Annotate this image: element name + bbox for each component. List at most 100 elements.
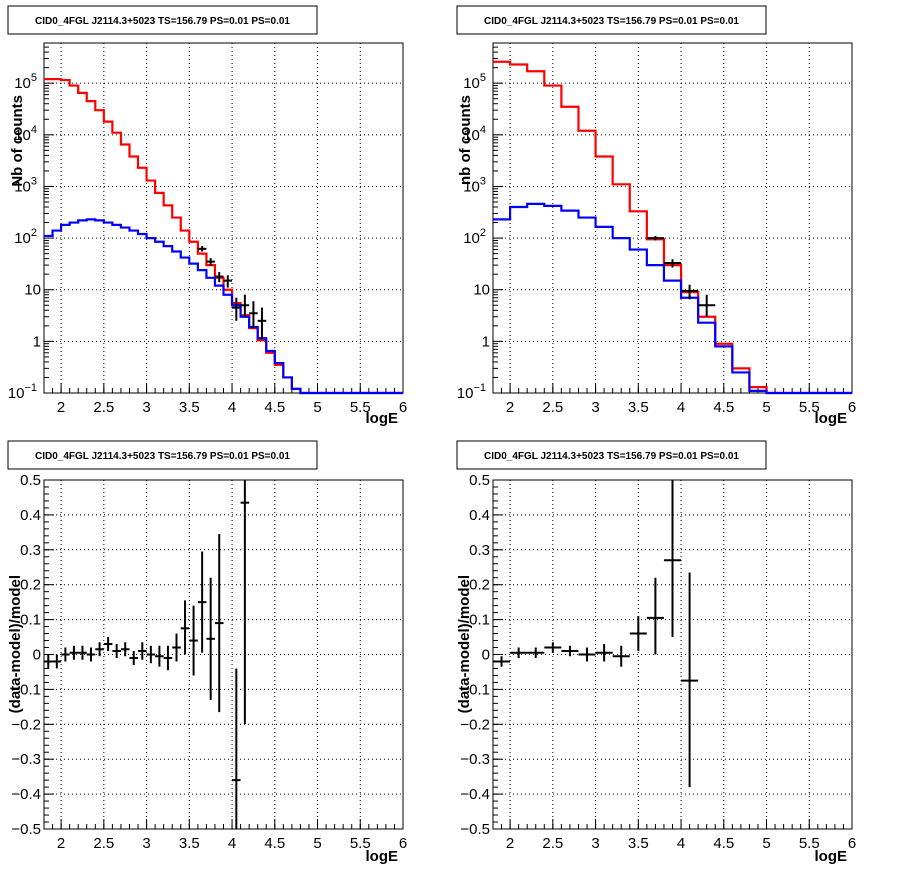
x-tick-label: 5	[313, 399, 321, 416]
y-tick-label-base: 0.1	[469, 612, 490, 629]
data-point-errorbar	[44, 654, 53, 669]
x-tick-label: 2	[57, 399, 65, 416]
data-point-errorbar	[527, 647, 545, 658]
y-tick-label: −0.5	[460, 821, 490, 838]
y-tick-label-base: 10	[8, 385, 25, 402]
y-tick-label-base: −0.5	[460, 821, 490, 838]
y-tick-label: −0.2	[460, 716, 490, 733]
y-tick-label-base: −0.2	[460, 716, 490, 733]
y-tick-label-base: −0.4	[460, 786, 490, 803]
y-tick-label: 104	[463, 124, 486, 144]
x-tick-label: 2.5	[542, 835, 563, 852]
y-tick-label: 0	[33, 647, 41, 664]
y-tick-label: 10	[473, 282, 490, 299]
y-tick-label-base: −0.2	[11, 716, 41, 733]
data-point-errorbar	[663, 480, 682, 638]
y-tick-label-base: 1	[33, 333, 41, 350]
y-tick-label-exponent: 3	[480, 175, 486, 187]
data-point-errorbar	[146, 645, 156, 664]
data-point-errorbar	[112, 644, 121, 658]
x-axis-title: logE	[815, 410, 848, 427]
data-point-errorbar	[189, 605, 198, 676]
x-tick-label: 4.5	[713, 399, 734, 416]
y-tick-label-base: 0.2	[469, 577, 490, 594]
data-point-errorbar	[223, 275, 233, 288]
chart-panel-residuals_coarse: 2 2.5 3 3.5 4 4.5 5 5.5 6 −0.5 −0.4 −0.3 −0.2 −0.1 0 0.…	[456, 440, 856, 865]
y-tick-label-base: 10	[473, 282, 490, 299]
y-tick-label: 0.3	[469, 542, 490, 559]
y-tick-label: 105	[463, 72, 486, 92]
data-point-errorbar	[172, 633, 181, 662]
y-tick-label: −0.1	[460, 681, 490, 698]
y-tick-label: 0.2	[20, 577, 41, 594]
y-tick-label-base: 0.5	[469, 472, 490, 489]
data-point-errorbar	[214, 272, 224, 283]
data-point-errorbar	[95, 642, 104, 657]
x-tick-label: 6	[848, 835, 856, 852]
data-point-errorbar	[240, 480, 250, 725]
y-tick-label: 0.1	[20, 612, 41, 629]
y-tick-label-base: 10	[14, 178, 31, 195]
x-axis-title: logE	[366, 848, 399, 865]
x-tick-label: 6	[399, 399, 407, 416]
data-point-errorbar	[180, 600, 190, 655]
x-axis-title: logE	[366, 410, 399, 427]
x-tick-label: 6	[848, 399, 856, 416]
x-tick-label: 6	[399, 835, 407, 852]
y-tick-label: 102	[14, 227, 37, 247]
plot-frame	[43, 42, 404, 394]
data-point-errorbar	[197, 551, 207, 653]
y-tick-label: −0.4	[460, 786, 490, 803]
chart-title: CID0_4FGL J2114.3+5023 TS=156.79 PS=0.01…	[35, 16, 290, 27]
y-tick-label-exponent: −1	[473, 382, 486, 394]
data-point-errorbar	[561, 645, 579, 657]
y-axis-title: nb of counts	[457, 95, 474, 185]
data-point-errorbar	[595, 644, 613, 662]
data-point-errorbar	[681, 572, 699, 788]
y-tick-label: −0.2	[11, 716, 41, 733]
x-tick-label: 5.5	[799, 835, 820, 852]
data-point-errorbar	[646, 577, 664, 655]
y-tick-label: 103	[463, 175, 486, 195]
x-tick-label: 5	[313, 835, 321, 852]
y-tick-label-base: 0.4	[469, 507, 490, 524]
data-point-errorbar	[249, 301, 258, 329]
series-model-source-step	[493, 202, 852, 395]
data-point-errorbar	[493, 656, 511, 667]
y-tick-label: 0.5	[20, 472, 41, 489]
y-tick-label-base: 0.2	[20, 577, 41, 594]
y-tick-label-base: 0	[482, 647, 490, 664]
x-tick-label: 3	[591, 835, 599, 852]
x-tick-label: 3	[142, 399, 150, 416]
y-tick-label-base: 1	[482, 333, 490, 350]
y-tick-label-base: 10	[463, 127, 480, 144]
data-point-errorbar	[155, 645, 164, 667]
x-tick-label: 3.5	[179, 835, 200, 852]
y-tick-label-exponent: 5	[480, 72, 486, 84]
y-tick-label-base: 0.5	[20, 472, 41, 489]
data-point-errorbar	[232, 668, 241, 829]
x-tick-label: 2	[506, 835, 514, 852]
y-tick-label: 104	[14, 124, 37, 144]
y-tick-label-exponent: 2	[31, 227, 37, 239]
y-tick-label: 1	[33, 333, 41, 350]
x-tick-label: 2.5	[542, 399, 563, 416]
y-tick-label: 0.1	[469, 612, 490, 629]
y-axis-title: (data-model)/model	[7, 575, 24, 713]
x-tick-label: 4	[677, 835, 685, 852]
data-point-errorbar	[197, 246, 207, 252]
data-point-errorbar	[103, 637, 113, 652]
data-point-errorbar	[612, 645, 630, 667]
x-tick-label: 5.5	[350, 835, 371, 852]
data-point-errorbar	[214, 534, 224, 713]
x-tick-label: 3.5	[179, 399, 200, 416]
y-tick-label-base: 0.3	[469, 542, 490, 559]
x-tick-label: 2.5	[93, 399, 114, 416]
data-point-errorbar	[163, 645, 173, 671]
y-tick-label: −0.4	[11, 786, 41, 803]
y-tick-label: 10	[24, 282, 41, 299]
y-tick-label: −0.3	[460, 751, 490, 768]
y-tick-label: 102	[463, 227, 486, 247]
x-tick-label: 3	[591, 399, 599, 416]
x-tick-label: 4	[228, 835, 236, 852]
